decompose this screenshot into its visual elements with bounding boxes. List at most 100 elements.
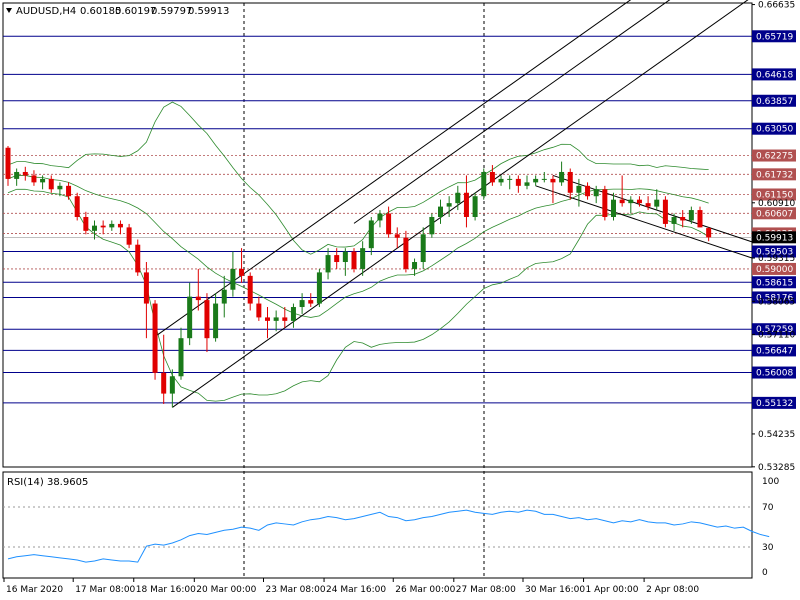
- candle-body: [5, 147, 11, 179]
- candle-body: [239, 268, 245, 276]
- candle-body: [360, 248, 366, 269]
- candle-body: [654, 199, 660, 207]
- channel-support-line: [172, 0, 749, 408]
- candle-body: [48, 178, 54, 190]
- price-level-label: 0.64618: [756, 70, 793, 80]
- price-level-label: 0.63050: [756, 125, 793, 135]
- candle-body: [645, 203, 651, 207]
- candle-body: [143, 272, 149, 304]
- ohlc-open: 0.60185: [80, 6, 121, 17]
- price-level-label: 0.56647: [756, 346, 793, 356]
- candle-body: [412, 262, 418, 269]
- price-level-tag: [752, 149, 796, 162]
- candle-body: [117, 223, 123, 228]
- candle-body: [585, 185, 591, 197]
- collapse-arrow-icon[interactable]: [6, 8, 12, 13]
- price-level-label: 0.61150: [756, 190, 793, 200]
- price-axis-label: 0.60910: [758, 199, 795, 209]
- candle-body: [533, 178, 539, 183]
- time-axis-label: 17 Mar 08:00: [75, 585, 135, 595]
- candle-body: [567, 171, 573, 193]
- price-level-tag: [752, 396, 796, 409]
- time-axis-label: 16 Mar 2020: [6, 585, 63, 595]
- price-level-tag: [752, 94, 796, 107]
- candle-body: [290, 307, 296, 321]
- price-level-label: 0.61732: [756, 170, 793, 180]
- candle-body: [472, 196, 478, 217]
- candle-body: [662, 199, 668, 224]
- candle-body: [671, 216, 677, 224]
- time-axis-label: 23 Mar 08:00: [266, 585, 326, 595]
- candle-body: [57, 185, 63, 190]
- candle-body: [14, 171, 20, 179]
- candle-body: [213, 303, 219, 339]
- candlesticks: [5, 146, 712, 408]
- candle-body: [169, 376, 175, 394]
- candle-body: [204, 300, 210, 339]
- candle-body: [308, 300, 314, 304]
- candle-body: [247, 275, 253, 304]
- candle-body: [541, 178, 547, 180]
- candle-body: [611, 199, 616, 217]
- candle-body: [498, 178, 504, 183]
- price-axis-label: 0.66635: [758, 1, 795, 11]
- candle-body: [593, 189, 599, 197]
- candle-body: [221, 289, 227, 304]
- time-axis-label: 27 Mar 08:00: [456, 585, 516, 595]
- price-level-label: 0.58615: [756, 278, 793, 288]
- time-axis-label: 26 Mar 00:00: [395, 585, 455, 595]
- time-axis-label: 18 Mar 16:00: [136, 585, 196, 595]
- time-axis-label: 20 Mar 00:00: [196, 585, 256, 595]
- candle-body: [628, 199, 634, 204]
- price-level-label: 0.60607: [756, 209, 793, 219]
- candle-body: [273, 317, 279, 321]
- horizontal-levels: 0.65719 0.64618 0.63857 0.63050 0.62275 0.617…: [3, 30, 796, 409]
- candle-body: [602, 189, 608, 217]
- time-axis-label: 24 Mar 16:00: [326, 585, 386, 595]
- candle-body: [507, 178, 513, 180]
- candle-body: [152, 303, 158, 373]
- rsi-tick-0: 0: [762, 568, 768, 578]
- candle-body: [351, 251, 357, 269]
- candle-body: [265, 317, 270, 321]
- candle-body: [394, 234, 400, 238]
- candle-body: [109, 223, 115, 228]
- rsi-label: RSI(14) 38.9605: [7, 477, 88, 488]
- bollinger-upper-band: [7, 101, 709, 255]
- candle-body: [334, 255, 340, 263]
- price-level-label: 0.57259: [756, 325, 793, 335]
- price-level-label: 0.65719: [756, 32, 793, 42]
- candle-body: [74, 196, 80, 217]
- candle-body: [40, 178, 46, 183]
- price-level-label: 0.55132: [756, 399, 793, 409]
- candle-body: [550, 178, 556, 183]
- channel-resistance-line: [154, 0, 632, 337]
- current-price-label: 0.59913: [756, 233, 793, 243]
- candle-body: [446, 203, 452, 207]
- candle-body: [524, 182, 530, 186]
- candle-body: [429, 216, 435, 235]
- rsi-tick-100: 100: [762, 477, 779, 487]
- candle-body: [342, 251, 348, 263]
- candle-body: [688, 210, 694, 221]
- price-level-tag: [752, 188, 796, 201]
- candle-body: [22, 171, 28, 176]
- time-axis-label: 30 Mar 16:00: [525, 585, 585, 595]
- price-level-label: 0.56008: [756, 369, 793, 379]
- price-pane: [2, 2, 753, 468]
- candle-body: [178, 338, 184, 377]
- price-axis-label: 0.58065: [758, 297, 795, 307]
- candle-body: [576, 185, 582, 193]
- price-axis-label: 0.59315: [758, 254, 795, 264]
- rsi-series-line: [7, 509, 770, 563]
- candle-body: [325, 255, 331, 273]
- price-axis-label: 0.53285: [758, 463, 795, 473]
- rsi-tick-30: 30: [762, 543, 774, 553]
- candle-body: [368, 220, 374, 249]
- price-level-label: 0.59503: [756, 248, 793, 258]
- candle-body: [386, 213, 392, 235]
- candle-body: [377, 213, 383, 221]
- candle-body: [299, 300, 305, 308]
- price-level-label: 0.59000: [756, 265, 793, 275]
- current-price-tag: [752, 231, 796, 244]
